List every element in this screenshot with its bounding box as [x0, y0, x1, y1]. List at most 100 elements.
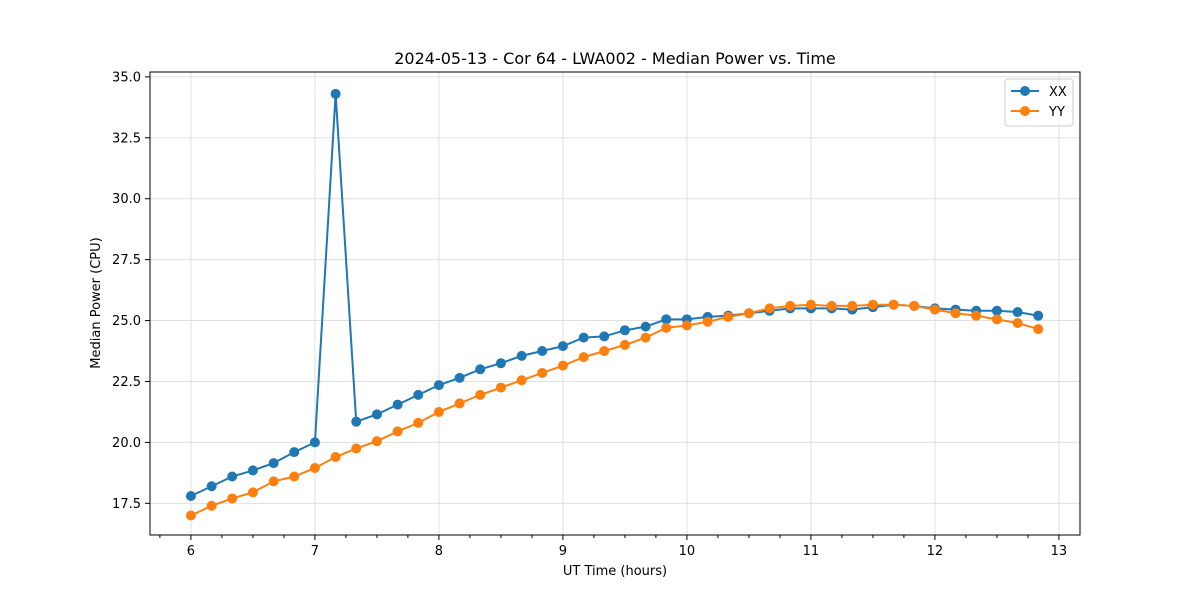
x-tick-label: 9: [559, 544, 567, 559]
data-point-yy: [640, 332, 651, 343]
data-point-xx: [392, 399, 403, 410]
data-point-yy: [723, 311, 734, 322]
data-point-xx: [619, 325, 630, 336]
data-point-yy: [227, 493, 238, 504]
data-point-yy: [743, 308, 754, 319]
plot-frame: [149, 71, 1081, 536]
data-point-xx: [185, 491, 196, 502]
x-axis-label: UT Time (hours): [563, 564, 667, 579]
legend-marker: [1020, 106, 1030, 116]
data-point-xx: [247, 465, 258, 476]
data-point-yy: [909, 300, 920, 311]
y-axis-label: Median Power (CPU): [89, 237, 104, 368]
data-point-yy: [247, 487, 258, 498]
x-tick-label: 11: [803, 544, 820, 559]
data-series: [185, 88, 1044, 521]
data-point-xx: [413, 389, 424, 400]
data-point-xx: [495, 358, 506, 369]
data-point-xx: [1033, 310, 1044, 321]
data-point-xx: [661, 314, 672, 325]
data-point-yy: [516, 375, 527, 386]
y-tick-label: 20.0: [112, 436, 141, 451]
data-point-yy: [661, 322, 672, 333]
data-point-yy: [1033, 324, 1044, 335]
data-point-yy: [847, 300, 858, 311]
data-point-yy: [289, 471, 300, 482]
x-tick-label: 10: [679, 544, 696, 559]
series-line-xx: [190, 93, 1039, 497]
data-point-xx: [578, 332, 589, 343]
data-point-xx: [640, 321, 651, 332]
data-point-yy: [537, 367, 548, 378]
data-point-xx: [599, 331, 610, 342]
data-point-yy: [867, 299, 878, 310]
x-tick-label: 8: [435, 544, 443, 559]
data-point-yy: [764, 303, 775, 314]
data-point-yy: [971, 310, 982, 321]
data-point-xx: [475, 364, 486, 375]
data-point-yy: [681, 320, 692, 331]
x-tick-label: 7: [311, 544, 319, 559]
data-point-xx: [516, 350, 527, 361]
series-line-yy: [190, 303, 1039, 517]
data-point-yy: [557, 360, 568, 371]
data-point-yy: [309, 462, 320, 473]
y-tick-label: 30.0: [112, 192, 141, 207]
data-point-yy: [888, 299, 899, 310]
data-point-yy: [495, 382, 506, 393]
data-point-yy: [991, 314, 1002, 325]
legend-label: YY: [1048, 105, 1065, 120]
data-point-yy: [578, 352, 589, 363]
data-point-xx: [330, 88, 341, 99]
data-point-xx: [309, 437, 320, 448]
y-tick-label: 32.5: [112, 131, 141, 146]
data-point-xx: [537, 346, 548, 357]
data-point-xx: [268, 458, 279, 469]
data-point-yy: [185, 510, 196, 521]
data-point-yy: [413, 417, 424, 428]
data-point-xx: [557, 341, 568, 352]
chart-title: 2024-05-13 - Cor 64 - LWA002 - Median Po…: [394, 49, 836, 68]
data-point-yy: [702, 316, 713, 327]
y-tick-label: 17.5: [112, 497, 141, 512]
x-tick-label: 13: [1051, 544, 1068, 559]
data-point-yy: [929, 304, 940, 315]
data-point-yy: [454, 398, 465, 409]
data-point-yy: [1012, 317, 1023, 328]
data-point-yy: [475, 389, 486, 400]
data-point-yy: [206, 500, 217, 511]
data-point-xx: [289, 447, 300, 458]
data-point-yy: [433, 406, 444, 417]
legend: XX YY: [1004, 78, 1074, 127]
data-point-yy: [785, 300, 796, 311]
data-point-xx: [206, 481, 217, 492]
data-point-xx: [454, 372, 465, 383]
data-point-yy: [950, 308, 961, 319]
data-point-xx: [433, 380, 444, 391]
data-point-yy: [805, 299, 816, 310]
y-tick-label: 27.5: [112, 253, 141, 268]
data-point-yy: [268, 476, 279, 487]
axes: 6 7 8 9 10 11 12 13 17.5 20.0 22.5 25.0 27.5 30.0 32.5…: [112, 70, 1081, 559]
legend-label: XX: [1049, 85, 1067, 100]
data-point-yy: [826, 300, 837, 311]
x-tick-label: 6: [187, 544, 195, 559]
data-point-yy: [351, 443, 362, 454]
data-point-xx: [227, 471, 238, 482]
data-point-xx: [371, 409, 382, 420]
data-point-yy: [392, 426, 403, 437]
data-point-xx: [351, 416, 362, 427]
data-point-xx: [1012, 307, 1023, 318]
y-tick-label: 25.0: [112, 314, 141, 329]
data-point-yy: [371, 436, 382, 447]
data-point-yy: [619, 339, 630, 350]
y-tick-label: 35.0: [112, 70, 141, 85]
legend-marker: [1020, 86, 1030, 96]
data-point-yy: [599, 346, 610, 357]
grid: [150, 72, 1080, 535]
x-tick-label: 12: [927, 544, 944, 559]
data-point-xx: [991, 305, 1002, 316]
data-point-yy: [330, 452, 341, 463]
y-tick-label: 22.5: [112, 375, 141, 390]
